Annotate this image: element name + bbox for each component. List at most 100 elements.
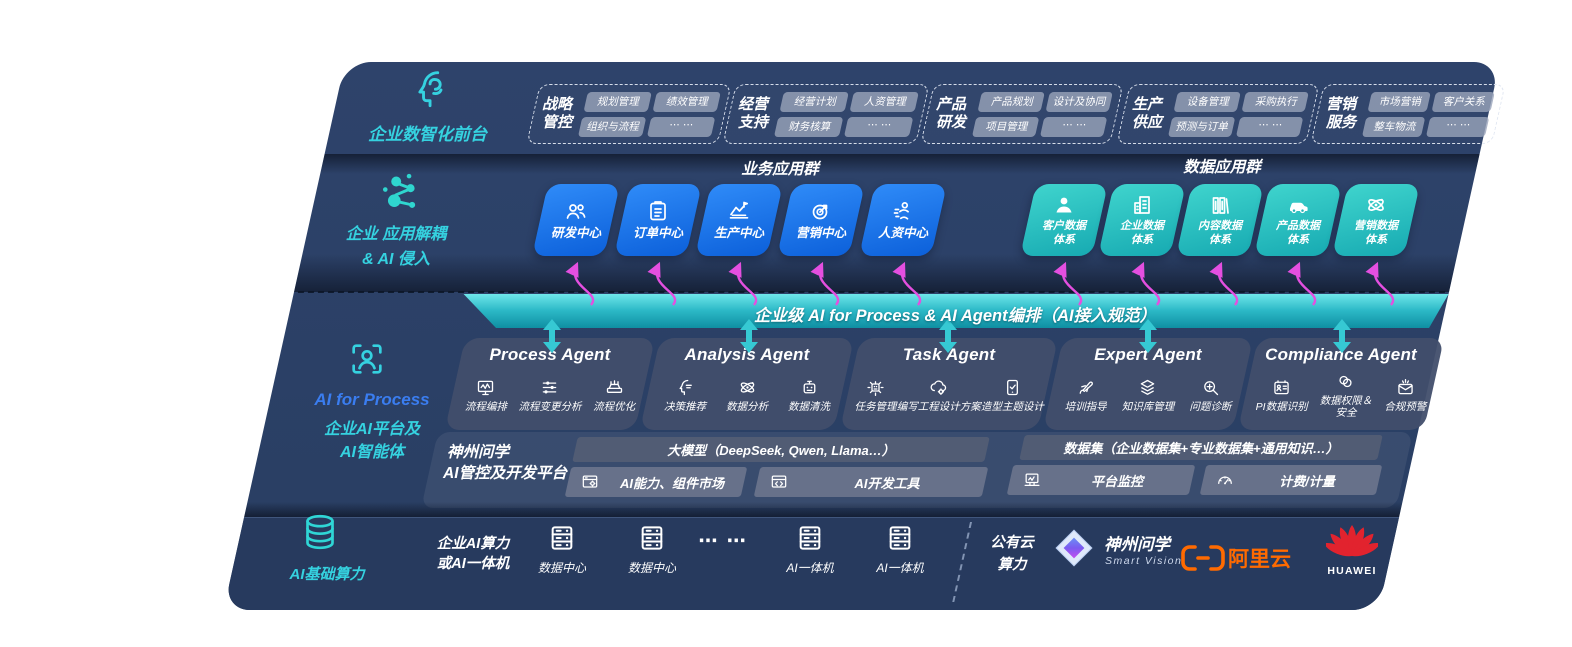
app-tile: 人资中心 bbox=[859, 184, 947, 256]
server-icon bbox=[799, 526, 821, 550]
decouple-label-line2: & AI 侵入 bbox=[362, 251, 430, 268]
smart-vision-name: 神州问学 bbox=[1104, 536, 1170, 554]
sliders-icon bbox=[543, 381, 557, 394]
people-icon bbox=[566, 203, 586, 219]
enterprise-compute-line1: 企业AI算力 bbox=[436, 536, 510, 552]
db-icon bbox=[306, 514, 334, 550]
atom-icon bbox=[740, 381, 754, 393]
app-tile: 企业数据体系 bbox=[1098, 184, 1186, 256]
gear-search-icon bbox=[1204, 381, 1219, 396]
agent-capability: 任务管理 bbox=[854, 377, 896, 413]
app-tile: 营销中心 bbox=[777, 184, 865, 256]
database-icon bbox=[300, 512, 340, 557]
data-app-group-header: 数据应用群 bbox=[1183, 159, 1261, 176]
front-office-label: 企业数智化前台 bbox=[368, 125, 487, 144]
head-chat-icon bbox=[679, 379, 692, 396]
scan-person-icon bbox=[352, 344, 382, 374]
target-icon bbox=[812, 204, 828, 220]
infra-node: 数据中心 bbox=[607, 522, 697, 576]
infra-node: AI一体机 bbox=[855, 522, 945, 576]
market-icon bbox=[582, 475, 598, 488]
app-tile: 生产中心 bbox=[695, 184, 783, 256]
platform-cell: 计费/计量 bbox=[1199, 465, 1383, 495]
agent-capability: 合规预警 bbox=[1384, 377, 1426, 413]
agent-card-expert-agent: Expert Agent 培训指导 知识库管理 问题诊断 bbox=[1042, 338, 1254, 430]
ellipsis-label: ⋯ ⋯ bbox=[698, 531, 748, 552]
smart-vision-sub: Smart Vision bbox=[1105, 555, 1183, 567]
devtools-icon bbox=[771, 475, 787, 488]
molecule-icon bbox=[378, 170, 424, 221]
server-icon bbox=[889, 526, 911, 550]
rings-icon bbox=[1339, 375, 1353, 388]
platform-cell: AI能力、组件市场 bbox=[564, 467, 748, 497]
id-card-icon bbox=[1274, 380, 1289, 395]
infra-node-label: 数据中心 bbox=[627, 561, 676, 575]
app-tile: 营销数据体系 bbox=[1332, 184, 1420, 256]
ai-for-process-label: AI for Process bbox=[314, 390, 430, 409]
agent-capability: 问题诊断 bbox=[1189, 377, 1231, 413]
layers-icon bbox=[1141, 379, 1155, 395]
person-run-icon bbox=[893, 201, 909, 220]
rocket-pen-icon bbox=[1079, 381, 1094, 394]
monitor-icon bbox=[1024, 473, 1040, 487]
agent-card-task-agent: Task Agent 任务管理 编写工程设计方案 造型主题设计 bbox=[839, 338, 1059, 430]
infra-label: AI基础算力 bbox=[289, 566, 365, 583]
head-brain-icon bbox=[418, 71, 443, 108]
app-tile: 内容数据体系 bbox=[1176, 184, 1264, 256]
agent-capability: 数据清洗 bbox=[788, 377, 830, 413]
aliyun-brackets-glyph bbox=[1181, 545, 1225, 571]
public-cloud-line2: 算力 bbox=[997, 557, 1027, 573]
agent-capability: 编写工程设计方案 bbox=[897, 377, 981, 413]
platform-cell: AI开发工具 bbox=[753, 467, 989, 497]
decouple-label-line1: 企业 应用解耦 bbox=[345, 226, 447, 243]
meter-icon bbox=[1218, 476, 1232, 485]
agent-capability: 流程编排 bbox=[465, 377, 507, 413]
infra-node: AI一体机 bbox=[765, 522, 855, 576]
agent-capability: 流程优化 bbox=[593, 377, 635, 413]
bot-doc-icon bbox=[803, 380, 815, 394]
agent-card-compliance-agent: Compliance Agent PI数据识别 数据权限＆安全 合规预警 bbox=[1237, 338, 1445, 430]
app-tile: 研发中心 bbox=[532, 184, 620, 256]
conveyor-icon bbox=[606, 380, 622, 393]
smart-vision-diamond-logo bbox=[1053, 527, 1095, 574]
tablet-check-icon bbox=[1006, 379, 1018, 396]
server-icon bbox=[551, 526, 573, 550]
agent-capability: 造型主题设计 bbox=[981, 377, 1044, 413]
mail-alert-icon bbox=[1398, 378, 1413, 395]
public-cloud-line1: 公有云 bbox=[990, 535, 1034, 551]
agent-card-process-agent: Process Agent 流程编排 流程变更分析 流程优化 bbox=[444, 338, 656, 430]
agent-capability: 流程变更分析 bbox=[518, 377, 581, 413]
head-brain-icon bbox=[408, 66, 454, 117]
enterprise-compute-line2: 或AI一体机 bbox=[436, 556, 510, 572]
cloud-gear-icon bbox=[930, 380, 947, 395]
agent-capability: 培训指导 bbox=[1065, 377, 1107, 413]
agent-capability: 决策推荐 bbox=[664, 377, 706, 413]
business-app-group-header: 业务应用群 bbox=[741, 161, 819, 178]
scan-person-icon bbox=[347, 339, 387, 384]
agent-card-analysis-agent: Analysis Agent 决策推荐 数据分析 数据清洗 bbox=[639, 338, 855, 430]
screen-wave-icon bbox=[478, 380, 494, 396]
huawei-fan-icon bbox=[1323, 520, 1381, 565]
aliyun-brackets-icon bbox=[1180, 544, 1226, 577]
building-icon bbox=[1134, 195, 1150, 214]
huawei-fan-glyph bbox=[1323, 525, 1381, 557]
aliyun-name: 阿里云 bbox=[1228, 548, 1291, 571]
atom-icon bbox=[1368, 198, 1384, 211]
agent-capability: 数据分析 bbox=[726, 377, 768, 413]
infra-node: 数据中心 bbox=[517, 522, 607, 576]
infra-node-label: AI一体机 bbox=[876, 561, 924, 575]
app-tile: 客户数据体系 bbox=[1020, 184, 1108, 256]
platform-name-line2: AI管控及开发平台 bbox=[443, 465, 568, 482]
app-tile: 产品数据体系 bbox=[1254, 184, 1342, 256]
person-solid-icon bbox=[1056, 197, 1072, 213]
app-tile: 订单中心 bbox=[614, 184, 702, 256]
molecule-icon bbox=[382, 173, 416, 208]
diamond-logo-icon bbox=[1055, 529, 1093, 567]
server-icon bbox=[641, 526, 663, 550]
ai-platform-label-line2: AI智能体 bbox=[339, 444, 404, 461]
